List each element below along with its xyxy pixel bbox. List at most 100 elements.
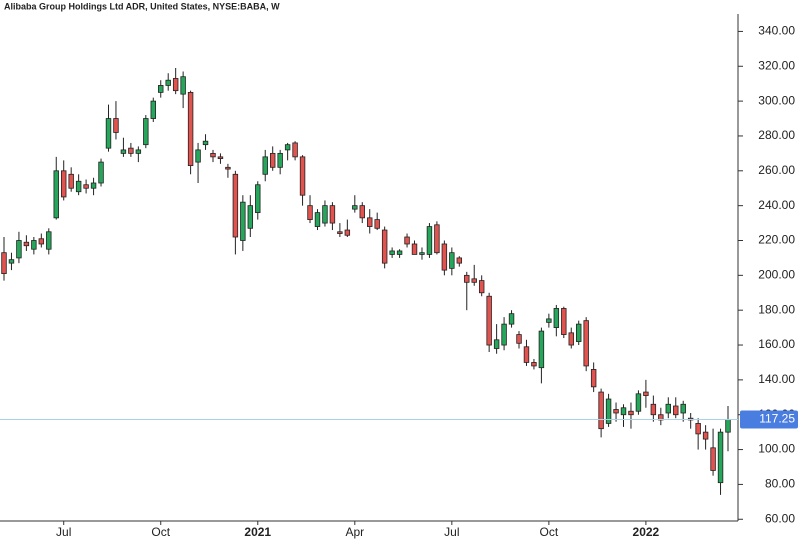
candle-body [538, 330, 545, 369]
candle-body [165, 79, 171, 86]
candle-body [113, 118, 119, 133]
candle-body [374, 219, 380, 229]
x-tick-label: 2021 [244, 525, 271, 539]
candle-body [695, 423, 701, 435]
candle-body [590, 369, 597, 388]
candle-body [381, 229, 388, 264]
candle-body [471, 278, 477, 283]
candle-body [673, 405, 679, 416]
candle-body [105, 118, 112, 149]
candle-body [284, 144, 291, 151]
y-tick-label: 60.00 [765, 511, 795, 525]
candle-body [187, 92, 194, 166]
candle-body [195, 149, 201, 163]
candle-body [396, 250, 403, 255]
candle-body [210, 152, 216, 158]
candle-body [90, 182, 97, 189]
candle-body [269, 152, 276, 168]
y-tick-label: 340.00 [758, 24, 795, 38]
y-tick-label: 240.00 [758, 198, 795, 212]
candle-body [516, 334, 522, 344]
candle-body [717, 431, 724, 484]
candle-body [561, 308, 567, 335]
candle-body [225, 166, 231, 170]
y-tick-label: 260.00 [758, 163, 795, 177]
candle-body [1, 252, 7, 274]
y-tick-label: 140.00 [758, 372, 795, 386]
candle-body [38, 238, 45, 245]
candle-body [680, 403, 686, 414]
y-tick-label: 100.00 [758, 442, 795, 456]
candle-body [389, 250, 395, 255]
candle-body [314, 212, 321, 227]
candle-body [292, 142, 298, 158]
candle-body [419, 252, 425, 255]
candle-body [240, 201, 246, 241]
candle-body [411, 243, 418, 255]
candle-body [202, 140, 209, 146]
candle-body [598, 391, 604, 430]
candle-body [329, 205, 336, 224]
candle-body [247, 205, 254, 229]
candle-body [83, 184, 89, 189]
candle-body [605, 398, 612, 424]
candle-body [553, 308, 560, 329]
candle-body [277, 152, 283, 168]
candle-body [120, 149, 127, 154]
y-tick-label: 320.00 [758, 58, 795, 72]
candle-body [53, 170, 59, 219]
candle-body [232, 173, 239, 238]
candle-body [404, 236, 410, 245]
x-tick-label: Apr [345, 525, 364, 539]
last-price-label: 117.25 [759, 412, 795, 426]
candle-body [135, 149, 142, 154]
candle-body [172, 78, 179, 92]
candle-body [75, 180, 82, 193]
x-tick-label: Jul [56, 525, 71, 539]
candle-body [613, 409, 619, 414]
candle-body [643, 391, 649, 396]
y-tick-label: 80.00 [765, 477, 795, 491]
y-tick-label: 280.00 [758, 128, 795, 142]
candle-body [359, 205, 365, 219]
candle-body [68, 173, 74, 189]
x-tick-label: Oct [540, 525, 559, 539]
candle-body [180, 76, 186, 95]
candle-body [150, 100, 156, 119]
candle-body [337, 231, 343, 234]
candle-body [217, 156, 224, 160]
candle-body [449, 252, 455, 269]
candle-body [725, 419, 731, 433]
candle-body [493, 339, 500, 349]
candle-body [464, 274, 470, 283]
x-tick-label: 2022 [633, 525, 660, 539]
last-price-tag [740, 410, 798, 429]
candle-body [583, 320, 589, 367]
candle-body [307, 205, 313, 220]
candle-body [456, 257, 463, 264]
candle-body [255, 184, 261, 214]
candle-body [531, 362, 537, 367]
candle-body [46, 231, 52, 250]
x-tick-label: Jul [444, 525, 459, 539]
candle-body [702, 431, 709, 440]
candle-body [576, 323, 582, 342]
candle-body [568, 332, 574, 346]
candle-body [299, 156, 306, 196]
candle-body [367, 217, 373, 227]
candle-body [478, 280, 485, 294]
x-tick-label: Oct [151, 525, 170, 539]
candle-body [98, 161, 104, 184]
candle-body [426, 226, 433, 255]
candle-body [8, 259, 15, 264]
y-tick-label: 160.00 [758, 337, 795, 351]
candle-body [501, 323, 507, 346]
candle-body [128, 147, 134, 154]
candle-body [650, 403, 657, 416]
candle-body [486, 295, 492, 346]
y-tick-label: 300.00 [758, 93, 795, 107]
candle-body [352, 205, 358, 210]
candle-body [31, 240, 37, 250]
